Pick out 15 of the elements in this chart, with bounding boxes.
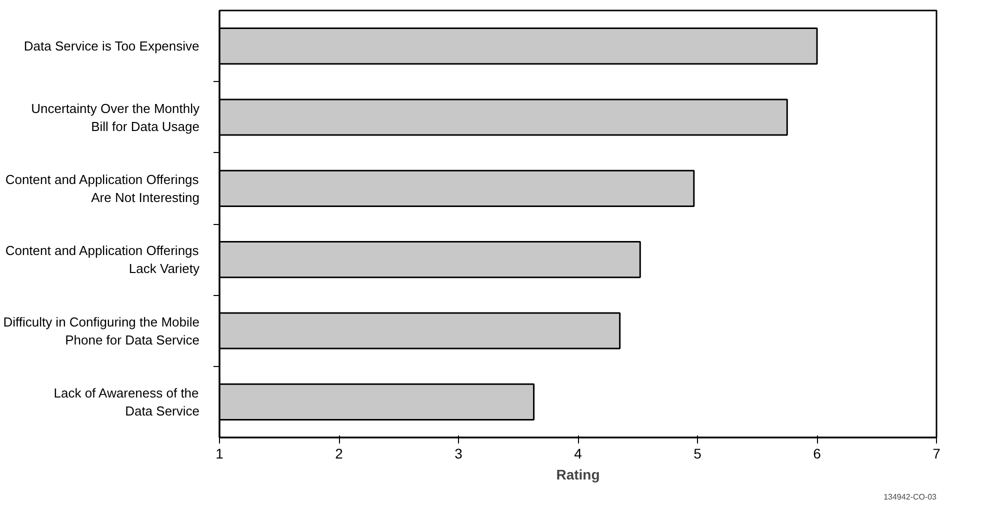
y-tick-label: Uncertainty Over the Monthly Bill for Data Usage: [31, 100, 200, 134]
x-tick-label: 3: [454, 446, 463, 462]
y-tick-label: Difficulty in Configuring the Mobile Phone for Data Service: [3, 314, 200, 348]
x-tick-label: 2: [335, 446, 344, 462]
text: 134942-CO-03: [884, 492, 938, 502]
x-tick-label: 1: [216, 446, 224, 462]
y-tick-label: Data Service is Too Expensive: [24, 38, 200, 54]
x-tick-label: 7: [932, 446, 941, 462]
x-tick-label: 5: [694, 446, 702, 462]
y-tick-label: Content and Application Offerings Lack Variety: [5, 243, 200, 276]
y-tick-label: Lack of Awareness of the Data Service: [54, 385, 200, 418]
x-tick-label: 4: [574, 446, 582, 462]
x-axis-title: Rating: [556, 466, 600, 482]
y-tick-label: Content and Application Offerings Are Not Interesting: [5, 172, 200, 205]
x-tick-label: 6: [813, 446, 822, 462]
